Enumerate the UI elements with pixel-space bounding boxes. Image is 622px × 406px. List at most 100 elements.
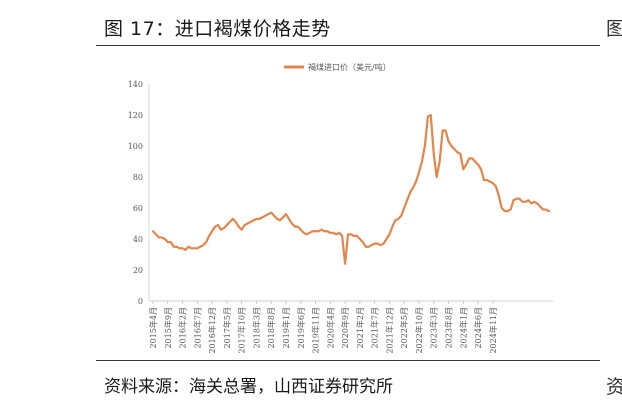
x-tick-label: 2024年1月 xyxy=(458,307,468,348)
data-point xyxy=(471,157,474,160)
y-tick-label: 60 xyxy=(133,204,143,213)
data-point xyxy=(323,230,326,233)
data-point xyxy=(350,233,352,236)
data-point xyxy=(296,225,299,228)
data-point xyxy=(397,217,400,220)
data-point xyxy=(152,230,154,233)
data-point xyxy=(356,235,358,237)
x-tick-label: 2016年2月 xyxy=(178,307,188,348)
data-point xyxy=(190,247,193,250)
data-point xyxy=(415,180,417,183)
x-tick-label: 2016年7月 xyxy=(192,307,202,348)
data-point xyxy=(158,236,160,239)
data-point xyxy=(169,241,172,244)
data-point xyxy=(311,230,314,233)
x-axis-ticks: 2015年4月 2015年9月 2016年2月 2016年7月 2016年12月 2017… xyxy=(148,301,498,354)
x-tick-label: 2020年9月 xyxy=(340,307,350,348)
data-point xyxy=(341,235,344,237)
y-tick-label: 0 xyxy=(138,297,143,306)
data-point xyxy=(370,244,373,247)
series-points xyxy=(152,114,550,265)
x-tick-label: 2021年7月 xyxy=(370,307,380,348)
data-point xyxy=(509,208,512,211)
data-point xyxy=(228,221,231,223)
data-point xyxy=(211,230,214,233)
x-tick-label: 2022年10月 xyxy=(414,307,424,354)
data-point xyxy=(400,214,403,217)
data-point xyxy=(193,247,196,250)
data-point xyxy=(237,225,240,228)
data-point xyxy=(441,129,444,132)
data-point xyxy=(423,145,426,147)
series-line-lignite-price xyxy=(151,113,551,265)
x-tick-label: 2017年10月 xyxy=(237,307,247,354)
data-point xyxy=(358,238,361,240)
data-point xyxy=(353,235,355,237)
data-point xyxy=(305,233,308,236)
data-point xyxy=(548,210,550,213)
data-point xyxy=(506,210,509,213)
y-tick-label: 40 xyxy=(133,235,143,244)
data-point xyxy=(317,230,320,233)
data-point xyxy=(545,208,547,211)
data-point xyxy=(217,224,219,226)
adjacent-source-fragment: 资 xyxy=(606,376,622,398)
data-point xyxy=(444,129,447,132)
data-point xyxy=(435,176,438,178)
data-point xyxy=(335,233,338,236)
data-point xyxy=(314,230,317,233)
data-point xyxy=(421,160,423,163)
data-point xyxy=(480,168,482,171)
data-point xyxy=(175,245,178,248)
data-point xyxy=(524,200,527,203)
data-point xyxy=(252,219,255,222)
x-tick-label: 2016年12月 xyxy=(207,307,217,354)
data-point xyxy=(264,214,267,217)
data-point xyxy=(373,242,376,245)
data-point xyxy=(214,225,216,228)
data-point xyxy=(320,228,323,231)
x-tick-label: 2015年4月 xyxy=(148,307,158,348)
data-point xyxy=(163,238,166,240)
data-point xyxy=(409,191,412,194)
x-tick-label: 2018年3月 xyxy=(251,307,261,348)
x-tick-label: 2020年4月 xyxy=(325,307,335,348)
x-tick-label: 2018年8月 xyxy=(266,307,276,348)
data-point xyxy=(332,231,335,234)
x-tick-label: 2019年1月 xyxy=(281,307,291,348)
data-point xyxy=(223,227,225,230)
data-point xyxy=(515,197,518,200)
data-point xyxy=(243,224,246,226)
data-point xyxy=(172,245,175,248)
data-point xyxy=(483,179,485,182)
data-point xyxy=(468,157,471,160)
y-tick-label: 100 xyxy=(128,142,143,151)
data-point xyxy=(453,148,456,151)
x-tick-label: 2019年6月 xyxy=(296,307,306,348)
data-point xyxy=(503,210,506,213)
data-point xyxy=(361,241,364,244)
x-tick-label: 2023年8月 xyxy=(444,307,454,348)
x-tick-label: 2022年5月 xyxy=(399,307,409,348)
data-point xyxy=(276,217,279,220)
data-point xyxy=(432,152,435,155)
legend-label: 褐煤进口价（美元/吨） xyxy=(308,62,391,72)
data-point xyxy=(406,199,409,202)
data-point xyxy=(246,222,249,225)
data-point xyxy=(178,247,181,250)
x-tick-label: 2024年11月 xyxy=(488,307,498,354)
x-tick-label: 2015年9月 xyxy=(163,307,173,348)
data-point xyxy=(293,225,296,228)
x-tick-label: 2019年11月 xyxy=(311,307,321,354)
data-point xyxy=(181,247,184,250)
data-point xyxy=(290,222,293,225)
data-point xyxy=(465,163,468,166)
data-point xyxy=(459,152,462,155)
y-tick-label: 80 xyxy=(133,173,143,182)
data-point xyxy=(530,202,533,205)
data-point xyxy=(220,228,222,231)
data-point xyxy=(258,217,261,220)
data-point xyxy=(338,231,341,234)
data-point xyxy=(302,231,305,234)
